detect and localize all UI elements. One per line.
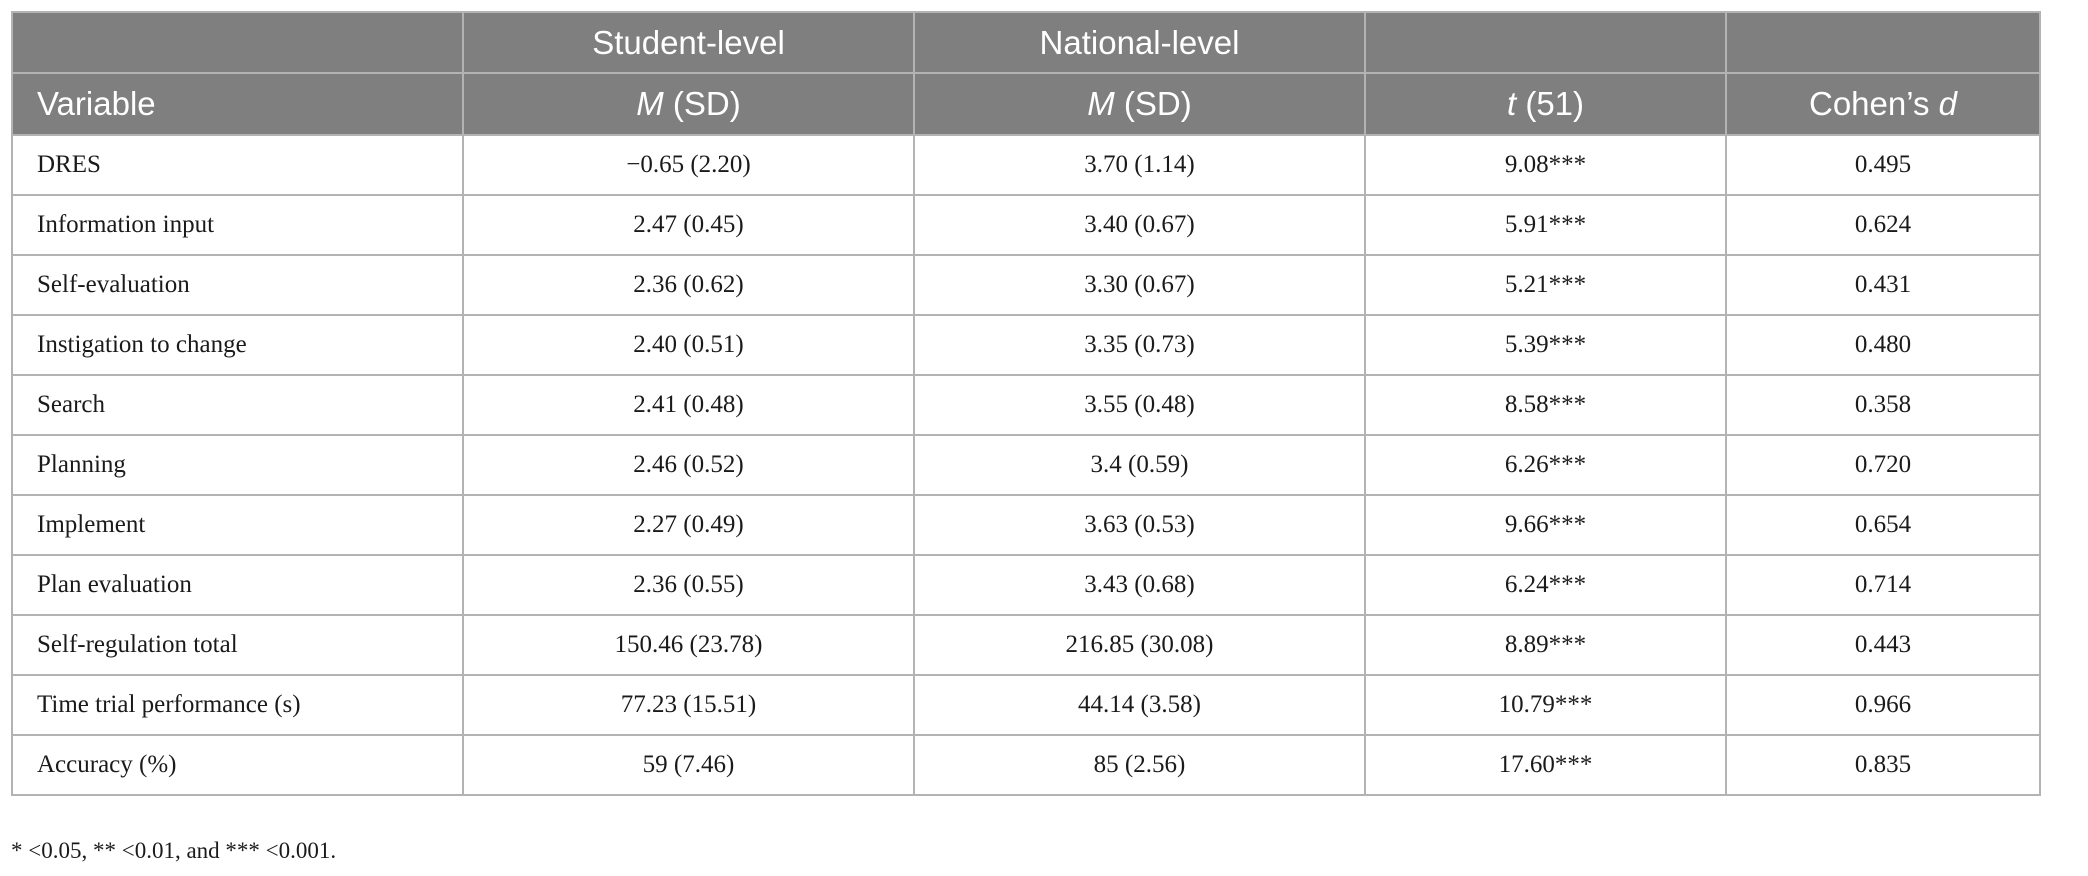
variable-cell: Information input	[11, 194, 464, 256]
group-header-cell	[11, 11, 464, 74]
national-level-cell: 3.55 (0.48)	[913, 374, 1366, 436]
national-level-cell: 216.85 (30.08)	[913, 614, 1366, 676]
cohens-d-cell: 0.720	[1725, 434, 2041, 496]
cohens-d-cell: 0.358	[1725, 374, 2041, 436]
column-header-national-msd: M (SD)	[913, 72, 1366, 136]
group-header-cell	[1725, 11, 2041, 74]
table-header: Student-level National-level Variable M …	[11, 11, 2041, 136]
table-body: DRES −0.65 (2.20) 3.70 (1.14) 9.08*** 0.495 I…	[11, 134, 2041, 796]
t-value-cell: 17.60***	[1364, 734, 1727, 796]
variable-cell: Search	[11, 374, 464, 436]
group-header-row: Student-level National-level	[11, 11, 2041, 74]
group-header-national-level: National-level	[913, 11, 1366, 74]
table-row: Implement 2.27 (0.49) 3.63 (0.53) 9.66*** 0.…	[11, 494, 2041, 556]
column-header-cohens-d: Cohen’s d	[1725, 72, 2041, 136]
variable-cell: Instigation to change	[11, 314, 464, 376]
t-value-cell: 8.58***	[1364, 374, 1727, 436]
table-footnote: * <0.05, ** <0.01, and *** <0.001.	[11, 838, 337, 863]
cohens-d-cell: 0.654	[1725, 494, 2041, 556]
national-level-cell: 3.40 (0.67)	[913, 194, 1366, 256]
table-row: Instigation to change 2.40 (0.51) 3.35 (0.…	[11, 314, 2041, 376]
column-header-t-statistic: t (51)	[1364, 72, 1727, 136]
t-value-cell: 10.79***	[1364, 674, 1727, 736]
t-value-cell: 9.66***	[1364, 494, 1727, 556]
national-level-cell: 44.14 (3.58)	[913, 674, 1366, 736]
variable-cell: DRES	[11, 134, 464, 196]
results-table: Student-level National-level Variable M …	[11, 11, 2041, 796]
t-value-cell: 8.89***	[1364, 614, 1727, 676]
national-level-cell: 3.43 (0.68)	[913, 554, 1366, 616]
cohens-d-cell: 0.835	[1725, 734, 2041, 796]
cohens-d-cell: 0.480	[1725, 314, 2041, 376]
t-value-cell: 9.08***	[1364, 134, 1727, 196]
student-level-cell: 59 (7.46)	[462, 734, 915, 796]
t-value-cell: 6.26***	[1364, 434, 1727, 496]
t-value-cell: 5.21***	[1364, 254, 1727, 316]
variable-cell: Plan evaluation	[11, 554, 464, 616]
national-level-cell: 3.30 (0.67)	[913, 254, 1366, 316]
cohens-d-cell: 0.495	[1725, 134, 2041, 196]
column-header-variable: Variable	[11, 72, 464, 136]
results-table-container: Student-level National-level Variable M …	[11, 11, 2041, 796]
national-level-cell: 3.63 (0.53)	[913, 494, 1366, 556]
student-level-cell: −0.65 (2.20)	[462, 134, 915, 196]
t-value-cell: 5.39***	[1364, 314, 1727, 376]
cohens-d-cell: 0.431	[1725, 254, 2041, 316]
variable-cell: Time trial performance (s)	[11, 674, 464, 736]
table-row: Self-regulation total 150.46 (23.78) 216.8…	[11, 614, 2041, 676]
student-level-cell: 2.41 (0.48)	[462, 374, 915, 436]
student-level-cell: 2.47 (0.45)	[462, 194, 915, 256]
student-level-cell: 150.46 (23.78)	[462, 614, 915, 676]
variable-cell: Self-evaluation	[11, 254, 464, 316]
t-value-cell: 6.24***	[1364, 554, 1727, 616]
table-row: Search 2.41 (0.48) 3.55 (0.48) 8.58*** 0.358	[11, 374, 2041, 436]
table-row: Time trial performance (s) 77.23 (15.51) 4…	[11, 674, 2041, 736]
variable-cell: Implement	[11, 494, 464, 556]
student-level-cell: 2.36 (0.55)	[462, 554, 915, 616]
variable-cell: Planning	[11, 434, 464, 496]
cohens-d-cell: 0.443	[1725, 614, 2041, 676]
cohens-d-cell: 0.714	[1725, 554, 2041, 616]
table-row: Information input 2.47 (0.45) 3.40 (0.67) 5…	[11, 194, 2041, 256]
national-level-cell: 3.4 (0.59)	[913, 434, 1366, 496]
column-header-student-msd: M (SD)	[462, 72, 915, 136]
student-level-cell: 2.36 (0.62)	[462, 254, 915, 316]
cohens-d-cell: 0.624	[1725, 194, 2041, 256]
student-level-cell: 2.40 (0.51)	[462, 314, 915, 376]
table-row: Planning 2.46 (0.52) 3.4 (0.59) 6.26*** 0.72…	[11, 434, 2041, 496]
variable-cell: Self-regulation total	[11, 614, 464, 676]
student-level-cell: 2.46 (0.52)	[462, 434, 915, 496]
national-level-cell: 3.35 (0.73)	[913, 314, 1366, 376]
national-level-cell: 85 (2.56)	[913, 734, 1366, 796]
cohens-d-cell: 0.966	[1725, 674, 2041, 736]
column-header-row: Variable M (SD) M (SD) t (51) Cohen’s d	[11, 72, 2041, 136]
variable-cell: Accuracy (%)	[11, 734, 464, 796]
student-level-cell: 77.23 (15.51)	[462, 674, 915, 736]
table-row: Self-evaluation 2.36 (0.62) 3.30 (0.67) 5.2…	[11, 254, 2041, 316]
table-row: DRES −0.65 (2.20) 3.70 (1.14) 9.08*** 0.495	[11, 134, 2041, 196]
group-header-cell	[1364, 11, 1727, 74]
table-row: Plan evaluation 2.36 (0.55) 3.43 (0.68) 6.2…	[11, 554, 2041, 616]
national-level-cell: 3.70 (1.14)	[913, 134, 1366, 196]
group-header-student-level: Student-level	[462, 11, 915, 74]
table-row: Accuracy (%) 59 (7.46) 85 (2.56) 17.60*** 0.…	[11, 734, 2041, 796]
t-value-cell: 5.91***	[1364, 194, 1727, 256]
student-level-cell: 2.27 (0.49)	[462, 494, 915, 556]
